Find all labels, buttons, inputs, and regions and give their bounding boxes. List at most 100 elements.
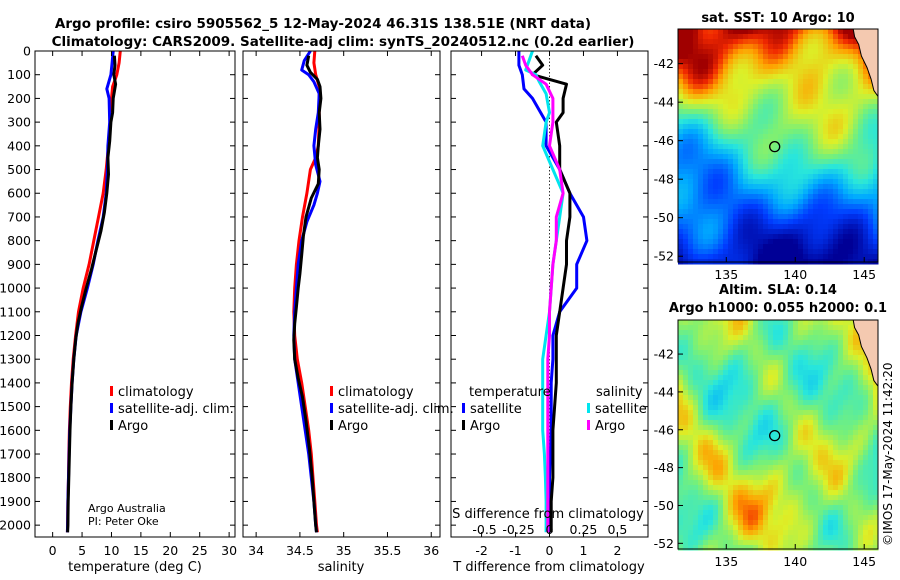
map-cell — [693, 29, 699, 35]
map-cell — [828, 540, 834, 546]
map-cell — [688, 179, 694, 185]
map-cell — [698, 445, 704, 451]
map-cell — [683, 179, 689, 185]
map-cell — [863, 495, 869, 501]
map-cell — [823, 74, 829, 80]
map-cell — [768, 505, 774, 511]
map-cell — [833, 239, 839, 245]
map-cell — [678, 490, 684, 496]
map-cell — [848, 34, 854, 40]
map-cell — [803, 440, 809, 446]
map-cell — [738, 99, 744, 105]
map-cell — [803, 500, 809, 506]
map-cell — [858, 84, 864, 90]
y-tick-label: 600 — [7, 186, 31, 201]
map-cell — [873, 104, 879, 110]
map-cell — [808, 370, 814, 376]
map-cell — [858, 510, 864, 516]
map-cell — [688, 460, 694, 466]
map-cell — [753, 69, 759, 75]
map-cell — [783, 540, 789, 546]
map-cell — [838, 184, 844, 190]
map-cell — [788, 194, 794, 200]
map-cell — [743, 430, 749, 436]
map-cell — [793, 74, 799, 80]
map-cell — [768, 189, 774, 195]
map-cell — [833, 325, 839, 331]
map-cell — [743, 325, 749, 331]
map-cell — [848, 460, 854, 466]
map-cell — [693, 34, 699, 40]
map-cell — [723, 355, 729, 361]
map-cell — [703, 194, 709, 200]
map-cell — [833, 69, 839, 75]
map-cell — [708, 49, 714, 55]
map-cell — [768, 395, 774, 401]
map-cell — [818, 174, 824, 180]
map-cell — [688, 229, 694, 235]
map-cell — [843, 515, 849, 521]
map-cell — [678, 139, 684, 145]
map-cell — [678, 239, 684, 245]
map-cell — [803, 219, 809, 225]
map-cell — [738, 159, 744, 165]
map-cell — [783, 360, 789, 366]
map-cell — [713, 365, 719, 371]
map-cell — [798, 34, 804, 40]
map-cell — [843, 154, 849, 160]
map-cell — [728, 224, 734, 230]
map-cell — [843, 234, 849, 240]
map-cell — [823, 129, 829, 135]
map-cell — [763, 79, 769, 85]
map-cell — [868, 475, 874, 481]
map-cell — [853, 239, 859, 245]
map-cell — [703, 355, 709, 361]
map-cell — [708, 119, 714, 125]
map-cell — [693, 355, 699, 361]
map-cell — [818, 104, 824, 110]
map-cell — [783, 535, 789, 541]
map-cell — [703, 480, 709, 486]
map-cell — [683, 400, 689, 406]
map-cell — [858, 74, 864, 80]
map-cell — [763, 94, 769, 100]
map-cell — [728, 470, 734, 476]
map-cell — [733, 29, 739, 35]
map-cell — [748, 234, 754, 240]
map-cell — [773, 84, 779, 90]
map-cell — [768, 465, 774, 471]
map-cell — [748, 500, 754, 506]
map-cell — [838, 74, 844, 80]
map-cell — [803, 239, 809, 245]
map-cell — [688, 520, 694, 526]
map-cell — [698, 254, 704, 260]
map-cell — [748, 505, 754, 511]
map-cell — [768, 335, 774, 341]
map-cell — [868, 545, 874, 551]
map-cell — [868, 395, 874, 401]
map-cell — [873, 204, 879, 210]
map-cell — [728, 450, 734, 456]
map-cell — [728, 114, 734, 120]
map-cell — [693, 239, 699, 245]
map-cell — [768, 445, 774, 451]
map-cell — [803, 350, 809, 356]
map-cell — [693, 525, 699, 531]
map-cell — [713, 109, 719, 115]
map-cell — [833, 234, 839, 240]
map-cell — [683, 345, 689, 351]
map-cell — [728, 29, 734, 35]
map-cell — [803, 340, 809, 346]
map-cell — [698, 485, 704, 491]
map-cell — [768, 224, 774, 230]
x2-tick-label: -0.5 — [472, 522, 496, 537]
map-cell — [698, 34, 704, 40]
map-cell — [773, 515, 779, 521]
map-cell — [758, 229, 764, 235]
map-cell — [843, 244, 849, 250]
map-cell — [778, 234, 784, 240]
map-cell — [793, 139, 799, 145]
map-cell — [833, 219, 839, 225]
map-cell — [768, 355, 774, 361]
map-cell — [708, 89, 714, 95]
